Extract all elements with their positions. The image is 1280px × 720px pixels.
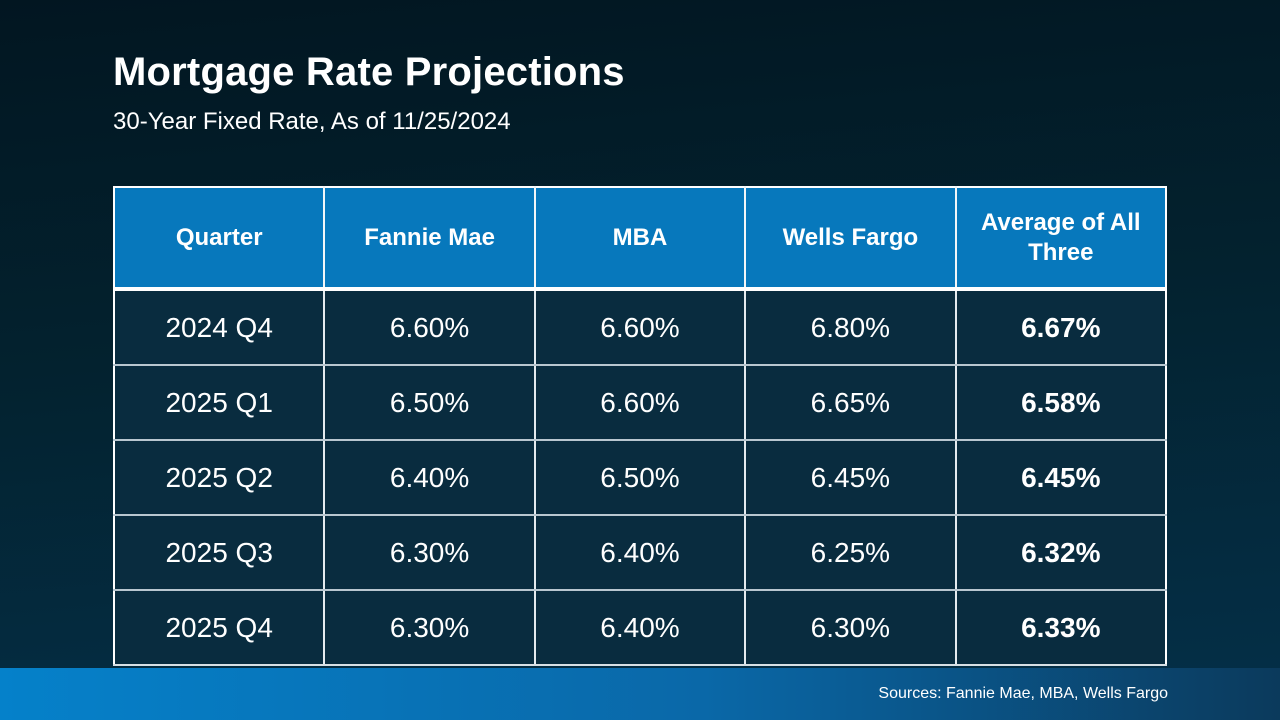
table-cell: 6.60% bbox=[533, 365, 747, 441]
table-row: 2025 Q4 6.30% 6.40% 6.30% 6.33% bbox=[112, 590, 1168, 666]
page-title: Mortgage Rate Projections bbox=[113, 50, 625, 94]
mortgage-rates-table: Quarter Fannie Mae MBA Wells Fargo Avera… bbox=[112, 186, 1168, 666]
table-body: 2024 Q4 6.60% 6.60% 6.80% 6.67% 2025 Q1 … bbox=[112, 289, 1168, 666]
table-cell: 6.60% bbox=[533, 289, 747, 366]
table-cell-average: 6.67% bbox=[954, 289, 1168, 366]
table-cell-average: 6.58% bbox=[954, 365, 1168, 441]
page-subtitle: 30-Year Fixed Rate, As of 11/25/2024 bbox=[113, 108, 511, 135]
header-cell-mba: MBA bbox=[533, 186, 747, 291]
table-cell-average: 6.33% bbox=[954, 590, 1168, 666]
table-cell: 6.40% bbox=[533, 515, 747, 591]
table-cell: 6.50% bbox=[323, 365, 536, 441]
table-cell-average: 6.32% bbox=[954, 515, 1168, 591]
row-label: 2025 Q3 bbox=[112, 515, 326, 591]
table-row: 2024 Q4 6.60% 6.60% 6.80% 6.67% bbox=[112, 289, 1168, 366]
header-cell-average: Average of All Three bbox=[954, 186, 1168, 291]
table-cell: 6.40% bbox=[533, 590, 747, 666]
footer-bar: Sources: Fannie Mae, MBA, Wells Fargo bbox=[0, 668, 1280, 720]
table-row: 2025 Q2 6.40% 6.50% 6.45% 6.45% bbox=[112, 440, 1168, 516]
table-cell: 6.30% bbox=[323, 515, 536, 591]
table-row: 2025 Q1 6.50% 6.60% 6.65% 6.58% bbox=[112, 365, 1168, 441]
table-cell: 6.25% bbox=[744, 515, 957, 591]
table-cell-average: 6.45% bbox=[954, 440, 1168, 516]
table-cell: 6.50% bbox=[533, 440, 747, 516]
table-header: Quarter Fannie Mae MBA Wells Fargo Avera… bbox=[112, 186, 1168, 291]
row-label: 2025 Q1 bbox=[112, 365, 326, 441]
table-cell: 6.80% bbox=[744, 289, 957, 366]
row-label: 2025 Q4 bbox=[112, 590, 326, 666]
header-cell-fannie-mae: Fannie Mae bbox=[323, 186, 536, 291]
table-cell: 6.40% bbox=[323, 440, 536, 516]
table-cell: 6.30% bbox=[323, 590, 536, 666]
row-label: 2024 Q4 bbox=[112, 289, 326, 366]
table-cell: 6.30% bbox=[744, 590, 957, 666]
source-note: Sources: Fannie Mae, MBA, Wells Fargo bbox=[878, 685, 1168, 702]
table-cell: 6.45% bbox=[744, 440, 957, 516]
header-cell-wells-fargo: Wells Fargo bbox=[744, 186, 957, 291]
table-row: 2025 Q3 6.30% 6.40% 6.25% 6.32% bbox=[112, 515, 1168, 591]
header-row: Quarter Fannie Mae MBA Wells Fargo Avera… bbox=[112, 186, 1168, 291]
row-label: 2025 Q2 bbox=[112, 440, 326, 516]
table-cell: 6.60% bbox=[323, 289, 536, 366]
table-cell: 6.65% bbox=[744, 365, 957, 441]
header-cell-quarter: Quarter bbox=[112, 186, 326, 291]
